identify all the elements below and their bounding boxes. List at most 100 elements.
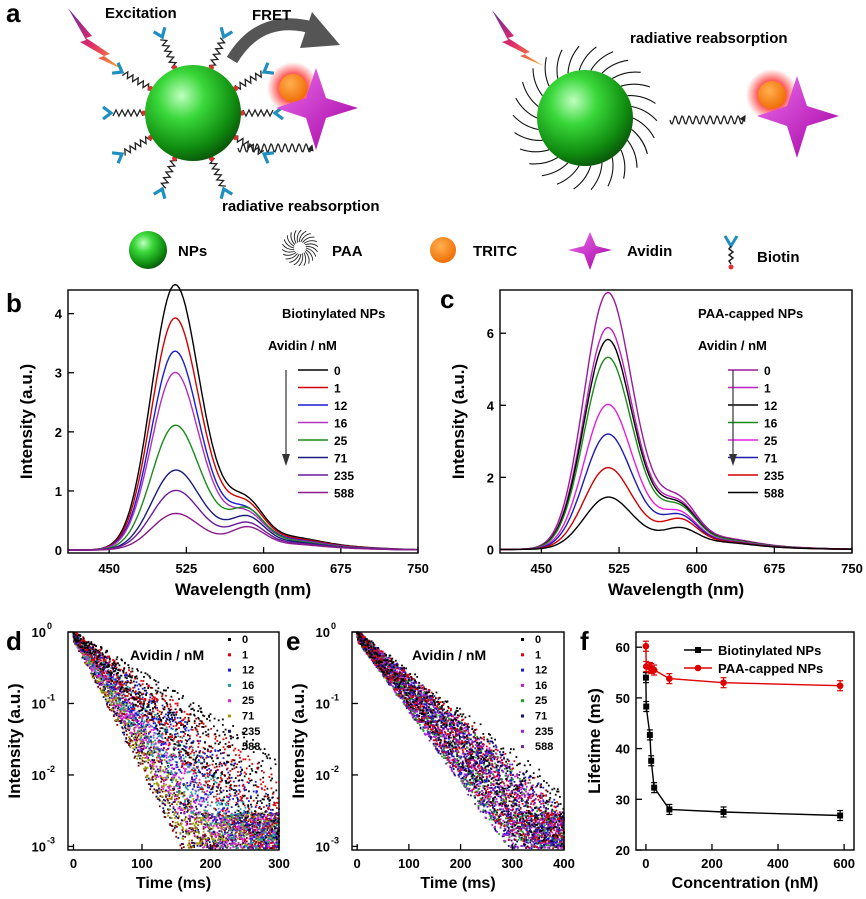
decay-point (222, 839, 225, 842)
decay-point (179, 770, 182, 773)
decay-point (127, 664, 130, 666)
decay-point (148, 675, 151, 677)
decay-point (86, 655, 89, 658)
decay-point (268, 822, 271, 824)
decay-point (80, 638, 82, 640)
decay-point (162, 723, 165, 726)
decay-point (106, 672, 108, 675)
decay-point (146, 766, 149, 769)
decay-point (261, 760, 264, 762)
decay-point (108, 699, 111, 702)
decay-point (143, 730, 145, 733)
decay-point (254, 780, 257, 783)
decay-point (233, 836, 236, 839)
decay-point (162, 776, 165, 779)
decay-point (165, 726, 168, 729)
decay-point (175, 835, 178, 838)
decay-point (158, 716, 161, 719)
decay-point (85, 660, 88, 663)
decay-point (152, 775, 154, 778)
decay-point (240, 820, 243, 822)
decay-point (256, 836, 258, 839)
decay-point (110, 703, 113, 706)
decay-point (130, 735, 133, 737)
decay-point (199, 817, 202, 819)
decay-point (204, 784, 206, 787)
decay-point (179, 777, 182, 780)
decay-point (221, 819, 223, 821)
decay-point (171, 793, 174, 796)
decay-point (215, 771, 217, 774)
decay-point (240, 814, 243, 817)
decay-point (274, 830, 276, 832)
decay-point (202, 732, 204, 735)
decay-point (137, 669, 139, 672)
decay-point (126, 727, 129, 730)
decay-point (121, 712, 123, 715)
decay-point (207, 839, 210, 842)
decay-point (195, 777, 197, 779)
decay-point (133, 756, 136, 759)
decay-point (156, 792, 159, 794)
decay-point (214, 822, 217, 825)
decay-point (165, 777, 168, 780)
decay-point (163, 706, 166, 708)
decay-point (199, 771, 202, 774)
decay-point (135, 738, 138, 741)
decay-point (168, 795, 171, 797)
decay-point (108, 708, 111, 711)
decay-point (134, 717, 137, 719)
decay-point (130, 676, 133, 679)
decay-point (138, 709, 141, 712)
decay-point (198, 778, 201, 781)
decay-point (242, 784, 245, 787)
decay-point (187, 765, 190, 768)
decay-point (204, 725, 207, 728)
decay-point (204, 809, 206, 812)
decay-point (192, 702, 195, 704)
chart-title: Biotinylated NPs (282, 306, 385, 321)
decay-point (215, 754, 218, 757)
decay-point (132, 733, 134, 735)
decay-point (191, 842, 193, 844)
decay-point (233, 814, 236, 817)
decay-point (137, 696, 140, 699)
panel-label-d: d (6, 626, 22, 656)
decay-point (163, 779, 166, 782)
decay-point (148, 749, 151, 751)
decay-point (193, 824, 196, 827)
decay-point (144, 747, 147, 749)
decay-point (113, 697, 115, 699)
decay-point (169, 709, 171, 711)
decay-point (258, 846, 261, 849)
decay-point (267, 808, 270, 810)
decay-point (168, 794, 171, 796)
decay-point (263, 806, 265, 809)
decay-point (139, 691, 142, 694)
biotin-chain (208, 157, 226, 187)
y-tick-label: 0 (487, 542, 494, 557)
decay-point (95, 662, 98, 664)
decay-point (221, 773, 223, 775)
decay-point (196, 844, 199, 847)
decay-point (193, 778, 196, 781)
decay-point (134, 739, 136, 742)
decay-point (168, 797, 171, 800)
decay-point (137, 705, 139, 707)
decay-point (171, 829, 174, 832)
decay-point (141, 760, 144, 762)
decay-point (244, 824, 247, 827)
decay-point (181, 762, 184, 765)
decay-point (261, 822, 264, 825)
decay-point (152, 755, 154, 758)
decay-point (213, 842, 215, 845)
decay-point (154, 706, 156, 709)
decay-point (135, 744, 138, 746)
decay-point (168, 719, 171, 721)
decay-point (211, 763, 214, 766)
decay-point (141, 756, 144, 759)
decay-point (200, 783, 202, 786)
decay-point (183, 808, 186, 811)
decay-point (156, 789, 158, 792)
decay-point (218, 793, 221, 795)
